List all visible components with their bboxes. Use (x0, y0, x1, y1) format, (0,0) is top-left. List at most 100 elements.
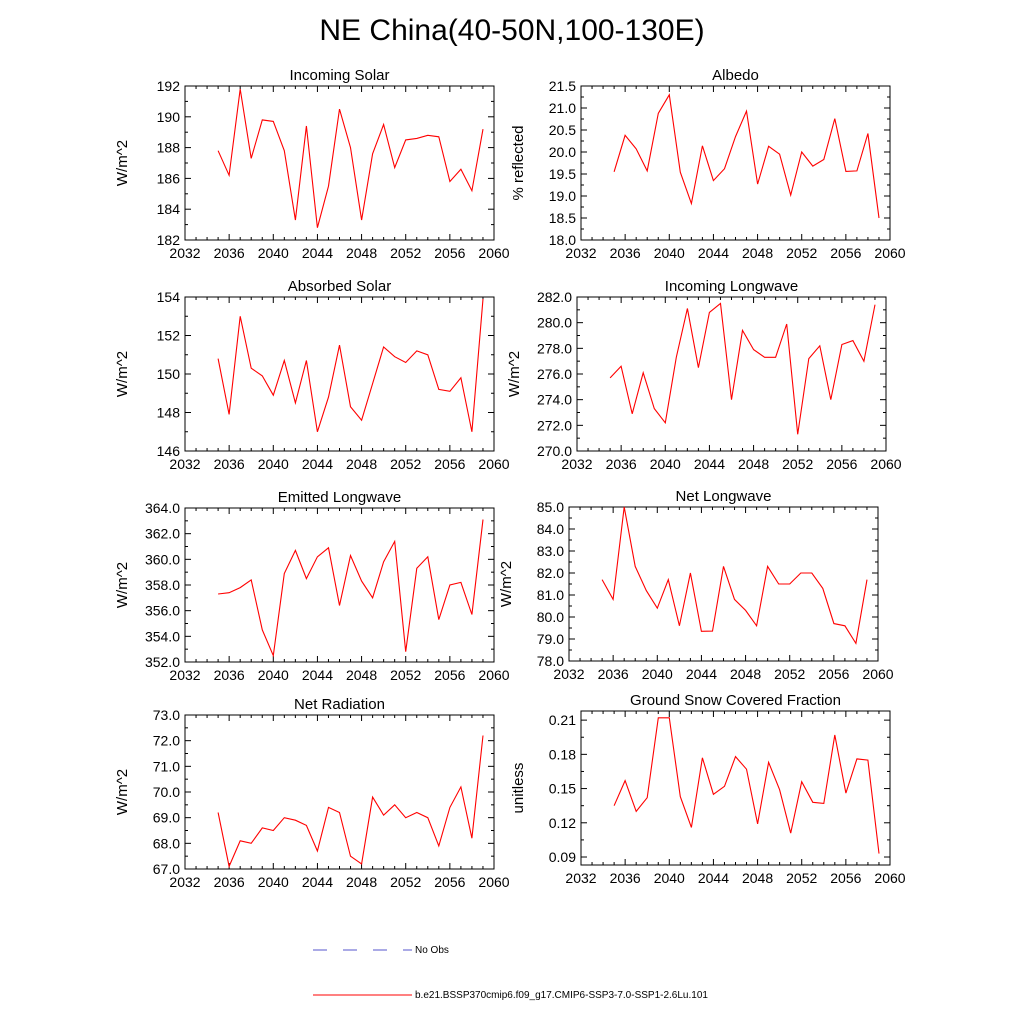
y-tick-label: 20.5 (549, 122, 576, 138)
x-tick-label: 2060 (874, 245, 905, 261)
x-tick-label: 2048 (730, 666, 761, 682)
y-tick-label: 0.15 (549, 781, 576, 797)
panel-net-longwave: Net Longwave 2032 2036 2040 2044 2048 2052 2056… (498, 488, 894, 682)
y-tick-label: 154 (157, 289, 181, 305)
y-tick-label: 150 (157, 366, 181, 382)
x-tick-label: 2048 (738, 456, 769, 472)
y-tick-label: 182 (157, 232, 181, 248)
y-tick-label: 21.5 (549, 78, 576, 94)
x-tick-label: 2040 (258, 245, 289, 261)
x-tick-label: 2060 (478, 456, 509, 472)
x-tick-label: 2052 (782, 456, 813, 472)
y-tick-label: 274.0 (537, 392, 572, 408)
y-tick-label: 190 (157, 109, 181, 125)
panel-incoming-solar: Incoming Solar 2032 2036 2040 2044 2048 2052 20… (114, 67, 510, 261)
x-tick-label: 2036 (214, 456, 245, 472)
y-tick-label: 192 (157, 78, 181, 94)
x-tick-label: 2056 (434, 874, 465, 890)
x-tick-label: 2044 (302, 456, 333, 472)
y-tick-label: 364.0 (145, 500, 180, 516)
x-tick-label: 2044 (302, 245, 333, 261)
x-tick-label: 2052 (786, 870, 817, 886)
y-tick-label: 360.0 (145, 551, 180, 567)
main-title: NE China(40-50N,100-130E) (319, 14, 705, 47)
y-axis-label: W/m^2 (498, 561, 515, 607)
x-tick-label: 2036 (610, 245, 641, 261)
x-tick-label: 2056 (830, 870, 861, 886)
x-tick-label: 2052 (774, 666, 805, 682)
y-tick-label: 72.0 (153, 733, 180, 749)
y-tick-label: 0.21 (549, 712, 576, 728)
y-tick-label: 81.0 (537, 587, 564, 603)
y-tick-label: 20.0 (549, 144, 576, 160)
y-axis-label: W/m^2 (114, 562, 131, 608)
y-tick-label: 68.0 (153, 835, 180, 851)
y-tick-label: 21.0 (549, 100, 576, 116)
y-tick-label: 352.0 (145, 654, 180, 670)
x-tick-label: 2060 (478, 874, 509, 890)
x-tick-label: 2056 (434, 667, 465, 683)
y-tick-label: 0.09 (549, 849, 576, 865)
x-tick-label: 2044 (302, 874, 333, 890)
y-tick-label: 358.0 (145, 577, 180, 593)
x-tick-label: 2060 (874, 870, 905, 886)
y-axis-label: % reflected (510, 125, 527, 200)
x-tick-label: 2040 (258, 456, 289, 472)
y-tick-label: 82.0 (537, 565, 564, 581)
series-line (217, 89, 484, 228)
series-line (613, 93, 880, 219)
x-tick-label: 2052 (390, 667, 421, 683)
y-tick-label: 80.0 (537, 609, 564, 625)
panel-albedo: Albedo 2032 2036 2040 2044 2048 2052 2056 2060 18… (510, 67, 906, 261)
y-tick-label: 282.0 (537, 289, 572, 305)
series-line (601, 506, 868, 645)
x-tick-label: 2056 (434, 456, 465, 472)
y-tick-label: 73.0 (153, 707, 180, 723)
x-tick-label: 2060 (870, 456, 901, 472)
x-tick-label: 2052 (390, 245, 421, 261)
y-tick-label: 70.0 (153, 784, 180, 800)
x-tick-label: 2032 (553, 666, 584, 682)
x-tick-label: 2060 (478, 667, 509, 683)
y-tick-label: 85.0 (537, 499, 564, 515)
x-tick-label: 2048 (346, 667, 377, 683)
y-axis-label: W/m^2 (506, 351, 523, 397)
panel-title: Absorbed Solar (288, 278, 391, 295)
y-tick-label: 83.0 (537, 543, 564, 559)
x-tick-label: 2044 (698, 870, 729, 886)
y-axis-label: unitless (510, 763, 527, 814)
y-tick-label: 69.0 (153, 810, 180, 826)
x-tick-label: 2032 (565, 870, 596, 886)
y-tick-label: 148 (157, 405, 181, 421)
x-tick-label: 2036 (610, 870, 641, 886)
panel-absorbed-solar: Absorbed Solar 2032 2036 2040 2044 2048 2052 20… (114, 278, 510, 472)
y-tick-label: 0.12 (549, 815, 576, 831)
x-tick-label: 2032 (169, 245, 200, 261)
x-tick-label: 2044 (698, 245, 729, 261)
legend-model-label: b.e21.BSSP370cmip6.f09_g17.CMIP6-SSP3-7.… (415, 990, 708, 1001)
x-tick-label: 2032 (169, 667, 200, 683)
panel-emitted-longwave: Emitted Longwave 2032 2036 2040 2044 2048 2052… (114, 489, 510, 683)
x-tick-label: 2052 (390, 456, 421, 472)
x-tick-label: 2044 (302, 667, 333, 683)
x-tick-label: 2040 (258, 667, 289, 683)
x-tick-label: 2040 (654, 870, 685, 886)
panel-ground-snow-covered-fraction: Ground Snow Covered Fraction 2032 2036 2040… (510, 692, 906, 886)
y-tick-label: 272.0 (537, 417, 572, 433)
y-tick-label: 186 (157, 170, 181, 186)
x-tick-label: 2056 (818, 666, 849, 682)
y-tick-label: 78.0 (537, 653, 564, 669)
y-tick-label: 354.0 (145, 628, 180, 644)
panel-title: Net Longwave (676, 488, 772, 505)
y-axis-label: W/m^2 (114, 140, 131, 186)
series-line (218, 519, 484, 658)
x-tick-label: 2048 (346, 874, 377, 890)
y-axis-label: W/m^2 (114, 351, 131, 397)
y-tick-label: 84.0 (537, 521, 564, 537)
x-tick-label: 2036 (214, 874, 245, 890)
x-tick-label: 2040 (642, 666, 673, 682)
y-tick-label: 18.5 (549, 210, 576, 226)
y-tick-label: 270.0 (537, 443, 572, 459)
x-tick-label: 2036 (606, 456, 637, 472)
y-tick-label: 278.0 (537, 340, 572, 356)
